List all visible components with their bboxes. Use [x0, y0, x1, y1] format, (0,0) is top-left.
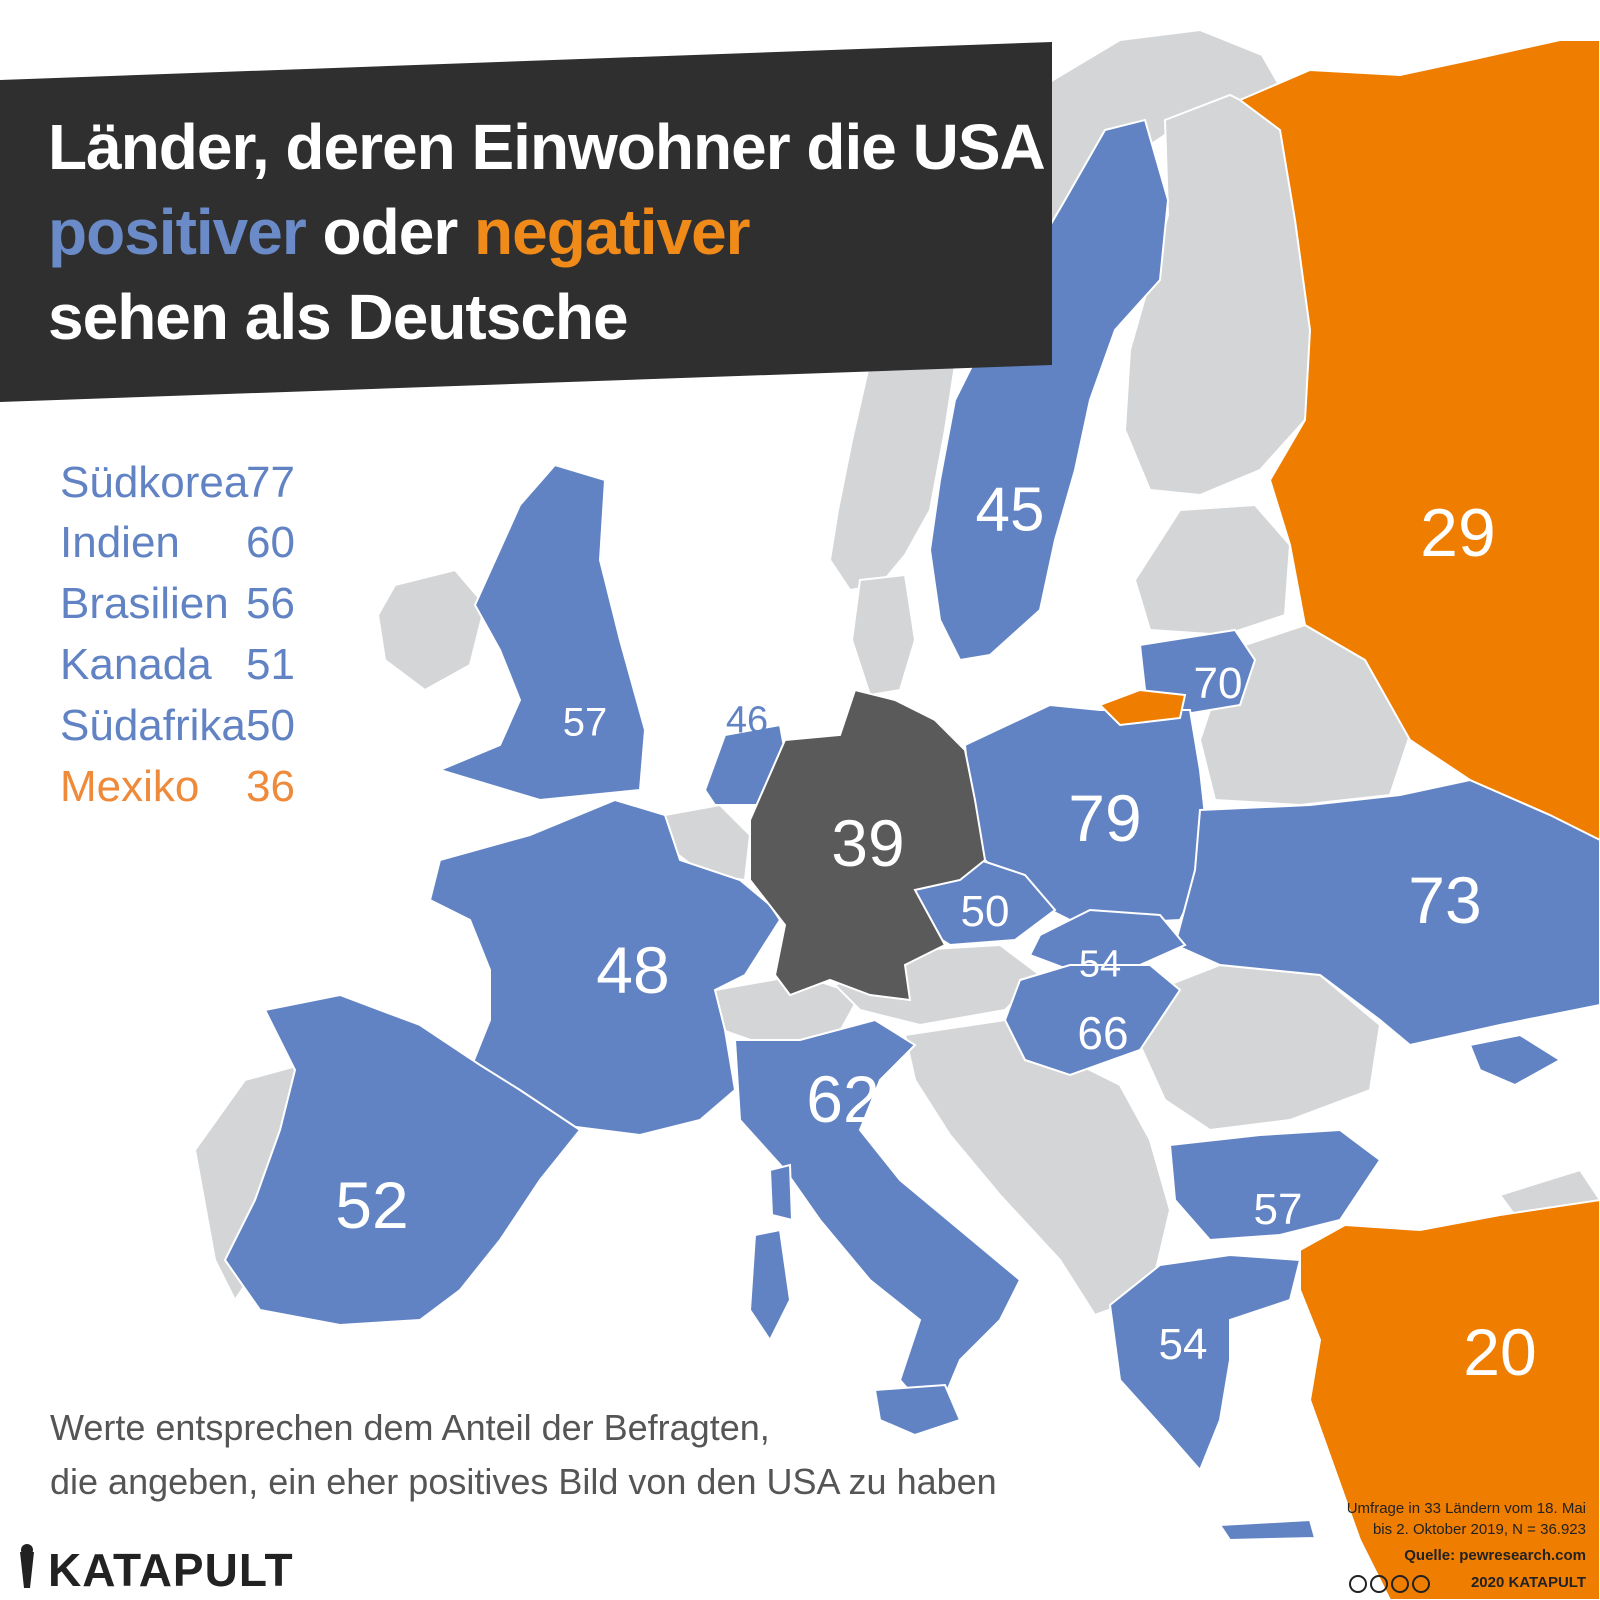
note-line-2: die angeben, ein eher positives Bild von…	[50, 1461, 997, 1502]
value-ukraine: 73	[1408, 863, 1482, 937]
title-positive: positiver	[48, 196, 307, 268]
kaliningrad	[1098, 688, 1187, 727]
value-hungary: 66	[1077, 1007, 1129, 1059]
ireland	[376, 568, 487, 692]
legend-value: 77	[246, 458, 295, 507]
title-negative: negativer	[474, 196, 751, 268]
germany	[749, 688, 987, 1002]
greece	[1108, 1253, 1302, 1472]
spain	[223, 993, 582, 1327]
positive-countries	[223, 118, 1600, 1542]
logo-text: KATAPULT	[48, 1544, 294, 1596]
title-line-2: positiver oder negativer	[48, 195, 751, 269]
value-germany: 39	[831, 806, 905, 880]
crimea	[1468, 1033, 1562, 1087]
value-spain: 52	[335, 1168, 409, 1242]
value-greece: 54	[1158, 1320, 1208, 1369]
katapult-logo: KATAPULT	[48, 1543, 294, 1597]
cc-icon	[1349, 1575, 1367, 1593]
value-slovakia: 54	[1078, 943, 1122, 986]
hungary	[1003, 964, 1182, 1077]
value-russia: 29	[1420, 495, 1496, 571]
value-czechia: 50	[960, 887, 1010, 936]
sardinia	[748, 1228, 792, 1342]
turkey	[1299, 1198, 1600, 1600]
denmark	[850, 573, 917, 697]
value-italy: 62	[806, 1062, 880, 1136]
note-line-1: Werte entsprechen dem Anteil der Befragt…	[50, 1407, 770, 1448]
legend-country: Brasilien	[60, 579, 229, 628]
copyright: 2020 KATAPULT	[1470, 1574, 1586, 1591]
france	[428, 798, 782, 1137]
value-turkey: 20	[1463, 1315, 1537, 1389]
negative-countries	[1098, 39, 1600, 1600]
legend-country: Indien	[60, 518, 180, 567]
value-poland: 79	[1068, 781, 1142, 855]
neutral-countries	[193, 28, 1600, 1317]
katapult-icon-top	[21, 1544, 33, 1556]
corsica	[768, 1163, 794, 1222]
estonia-latvia	[1133, 503, 1292, 637]
by-icon	[1370, 1575, 1388, 1593]
crete	[1218, 1518, 1317, 1542]
legend-value: 36	[246, 762, 295, 811]
legend-country: Mexiko	[60, 762, 200, 811]
italy	[733, 1018, 1022, 1422]
value-france: 48	[596, 933, 670, 1007]
title-mid: oder	[305, 196, 474, 268]
license-icons	[1349, 1575, 1430, 1593]
legend-country: Kanada	[60, 640, 212, 689]
value-uk: 57	[562, 700, 608, 745]
slovakia	[1028, 908, 1187, 972]
source-link: Quelle: pewresearch.com	[1404, 1547, 1586, 1564]
russia	[1238, 39, 1600, 842]
source-period: bis 2. Oktober 2019, N = 36.923	[1372, 1521, 1586, 1538]
value-sweden: 45	[975, 475, 1045, 545]
title-line-3: sehen als Deutsche	[48, 281, 629, 353]
legend-value: 56	[246, 579, 295, 628]
nc-icon	[1391, 1575, 1409, 1593]
title-background	[0, 42, 1052, 402]
legend-value: 60	[246, 518, 295, 567]
bulgaria	[1168, 1128, 1382, 1242]
uk	[437, 463, 647, 802]
katapult-icon	[20, 1552, 34, 1588]
legend-country: Südafrika	[60, 701, 246, 750]
title-line-1: Länder, deren Einwohner die USA	[48, 111, 1046, 183]
source-survey: Umfrage in 33 Ländern vom 18. Mai	[1346, 1500, 1586, 1517]
sicily	[873, 1383, 962, 1437]
legend-value: 50	[246, 701, 295, 750]
value-lithuania: 70	[1193, 659, 1243, 708]
legend-country: Südkorea	[60, 458, 249, 507]
value-bulgaria: 57	[1253, 1185, 1303, 1234]
nd-icon	[1412, 1575, 1430, 1593]
ukraine	[1173, 778, 1600, 1047]
value-netherlands: 46	[725, 699, 769, 742]
legend-value: 51	[246, 640, 295, 689]
